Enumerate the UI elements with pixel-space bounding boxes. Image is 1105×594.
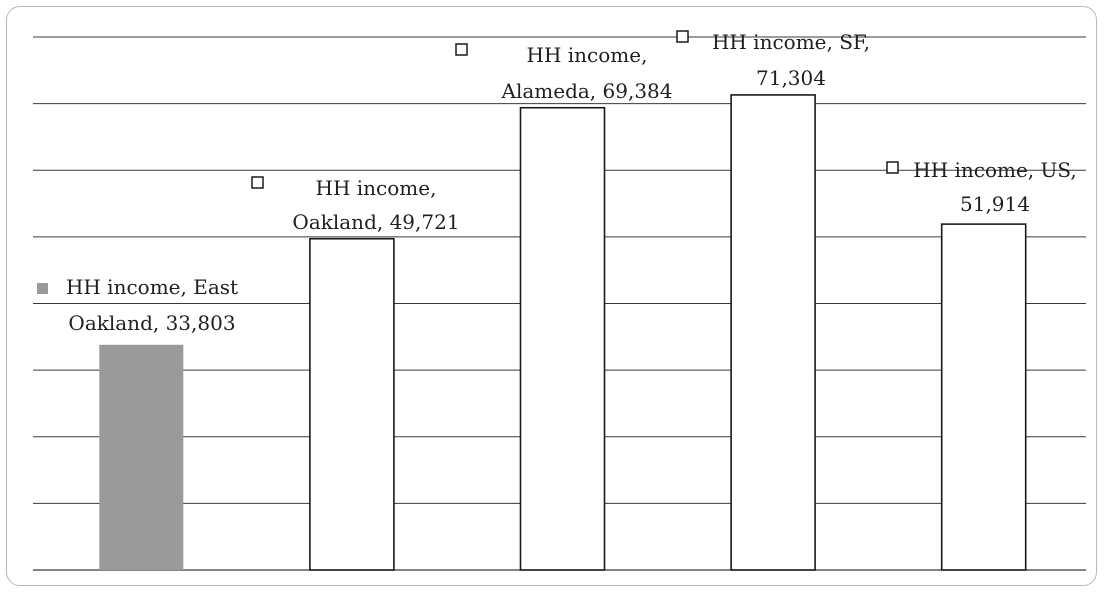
- legend-key-swatch-1: [251, 176, 264, 189]
- bar-3: [730, 94, 816, 571]
- legend-key-swatch-0: [37, 283, 48, 294]
- data-label-1-line-1: HH income,: [316, 176, 437, 200]
- legend-key-swatch-4: [886, 161, 899, 174]
- data-label-2-line-2: Alameda, 69,384: [501, 79, 673, 103]
- chart-frame: HH income, East Oakland, 33,803 HH income,…: [6, 6, 1097, 586]
- bar-2: [519, 106, 606, 571]
- data-label-1-line-2: Oakland, 49,721: [292, 210, 459, 234]
- data-label-3-line-1: HH income, SF,: [712, 30, 870, 54]
- data-label-4-line-2: 51,914: [960, 192, 1030, 216]
- data-label-3-line-2: 71,304: [756, 66, 826, 90]
- legend-key-swatch-2: [455, 43, 468, 56]
- data-labels: HH income, East Oakland, 33,803 HH income,…: [37, 30, 1077, 335]
- data-label-0-line-1: HH income, East: [66, 275, 238, 299]
- data-label-0-line-2: Oakland, 33,803: [68, 311, 235, 335]
- bar-4: [940, 223, 1027, 571]
- legend-key-swatch-3: [676, 30, 689, 43]
- bars: [99, 94, 1027, 571]
- data-label-4-line-1: HH income, US,: [913, 158, 1076, 182]
- bar-1: [309, 237, 395, 571]
- bar-chart: HH income, East Oakland, 33,803 HH income,…: [33, 30, 1086, 571]
- bar-0: [99, 344, 184, 570]
- data-label-2-line-1: HH income,: [527, 43, 648, 67]
